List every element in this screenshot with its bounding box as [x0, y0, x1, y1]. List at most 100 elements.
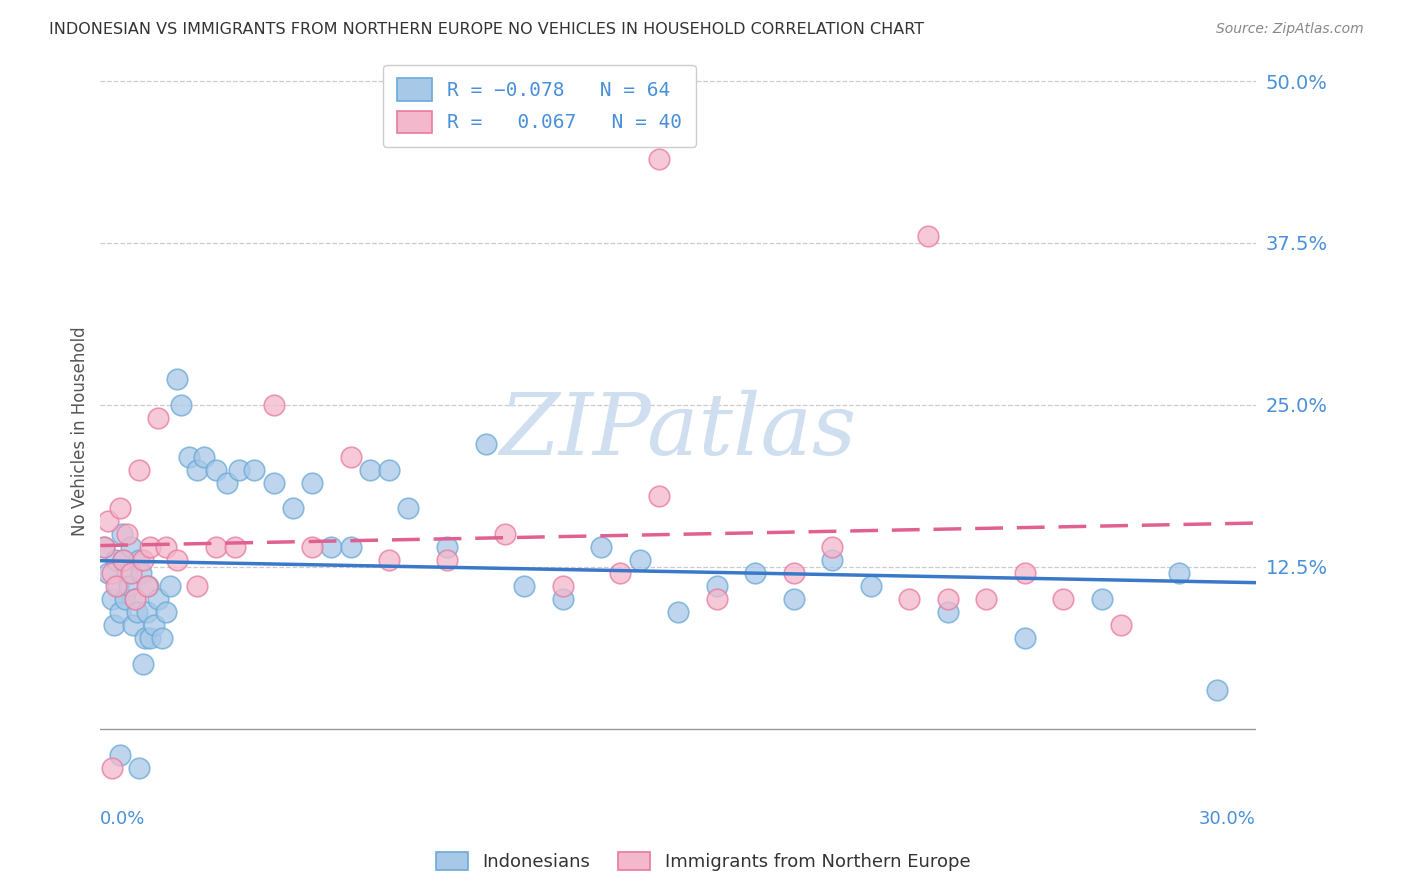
Point: [193, 450, 215, 464]
Point: [301, 475, 323, 490]
Point: [143, 618, 166, 632]
Point: [898, 592, 921, 607]
Point: [821, 553, 844, 567]
Point: [1167, 566, 1189, 581]
Point: [359, 462, 381, 476]
Point: [101, 592, 124, 607]
Point: [128, 553, 150, 567]
Point: [1206, 682, 1229, 697]
Point: [159, 579, 181, 593]
Point: [124, 592, 146, 607]
Point: [339, 450, 361, 464]
Point: [821, 541, 844, 555]
Point: [609, 566, 631, 581]
Point: [166, 553, 188, 567]
Point: [782, 592, 804, 607]
Y-axis label: No Vehicles in Household: No Vehicles in Household: [72, 326, 89, 535]
Point: [104, 579, 127, 593]
Point: [628, 553, 651, 567]
Point: [101, 760, 124, 774]
Point: [132, 657, 155, 671]
Point: [150, 631, 173, 645]
Point: [398, 501, 420, 516]
Text: ZIPatlas: ZIPatlas: [499, 390, 856, 472]
Text: 30.0%: 30.0%: [1199, 810, 1256, 829]
Point: [122, 618, 145, 632]
Point: [129, 566, 152, 581]
Point: [146, 410, 169, 425]
Point: [166, 372, 188, 386]
Point: [974, 592, 997, 607]
Point: [108, 501, 131, 516]
Point: [1014, 566, 1036, 581]
Point: [135, 579, 157, 593]
Point: [263, 398, 285, 412]
Point: [1109, 618, 1132, 632]
Point: [93, 541, 115, 555]
Point: [186, 462, 208, 476]
Point: [321, 541, 343, 555]
Point: [112, 553, 135, 567]
Point: [205, 541, 228, 555]
Point: [124, 592, 146, 607]
Point: [108, 747, 131, 762]
Point: [301, 541, 323, 555]
Point: [112, 553, 135, 567]
Point: [936, 605, 959, 619]
Point: [263, 475, 285, 490]
Point: [859, 579, 882, 593]
Text: INDONESIAN VS IMMIGRANTS FROM NORTHERN EUROPE NO VEHICLES IN HOUSEHOLD CORRELATI: INDONESIAN VS IMMIGRANTS FROM NORTHERN E…: [49, 22, 924, 37]
Point: [243, 462, 266, 476]
Point: [281, 501, 304, 516]
Point: [146, 592, 169, 607]
Point: [132, 553, 155, 567]
Point: [513, 579, 536, 593]
Point: [155, 605, 177, 619]
Point: [551, 579, 574, 593]
Point: [1014, 631, 1036, 645]
Point: [101, 566, 124, 581]
Point: [117, 527, 139, 541]
Point: [177, 450, 200, 464]
Point: [155, 541, 177, 555]
Point: [135, 605, 157, 619]
Point: [436, 553, 458, 567]
Point: [744, 566, 766, 581]
Point: [117, 566, 139, 581]
Point: [666, 605, 689, 619]
Point: [139, 541, 162, 555]
Point: [436, 541, 458, 555]
Text: Source: ZipAtlas.com: Source: ZipAtlas.com: [1216, 22, 1364, 37]
Point: [551, 592, 574, 607]
Point: [120, 541, 142, 555]
Point: [205, 462, 228, 476]
Point: [186, 579, 208, 593]
Point: [170, 398, 193, 412]
Point: [936, 592, 959, 607]
Point: [782, 566, 804, 581]
Point: [104, 553, 127, 567]
Point: [591, 541, 613, 555]
Point: [378, 462, 401, 476]
Point: [107, 579, 129, 593]
Point: [706, 579, 728, 593]
Point: [217, 475, 239, 490]
Point: [228, 462, 250, 476]
Point: [378, 553, 401, 567]
Point: [118, 579, 141, 593]
Point: [138, 579, 160, 593]
Point: [108, 605, 131, 619]
Point: [103, 618, 125, 632]
Point: [93, 541, 115, 555]
Point: [648, 489, 671, 503]
Point: [648, 152, 671, 166]
Text: 0.0%: 0.0%: [100, 810, 146, 829]
Point: [917, 229, 939, 244]
Point: [110, 527, 132, 541]
Point: [1091, 592, 1114, 607]
Legend: Indonesians, Immigrants from Northern Europe: Indonesians, Immigrants from Northern Eu…: [429, 845, 977, 879]
Point: [706, 592, 728, 607]
Point: [120, 566, 142, 581]
Point: [339, 541, 361, 555]
Legend: R = −0.078   N = 64, R =   0.067   N = 40: R = −0.078 N = 64, R = 0.067 N = 40: [382, 65, 696, 146]
